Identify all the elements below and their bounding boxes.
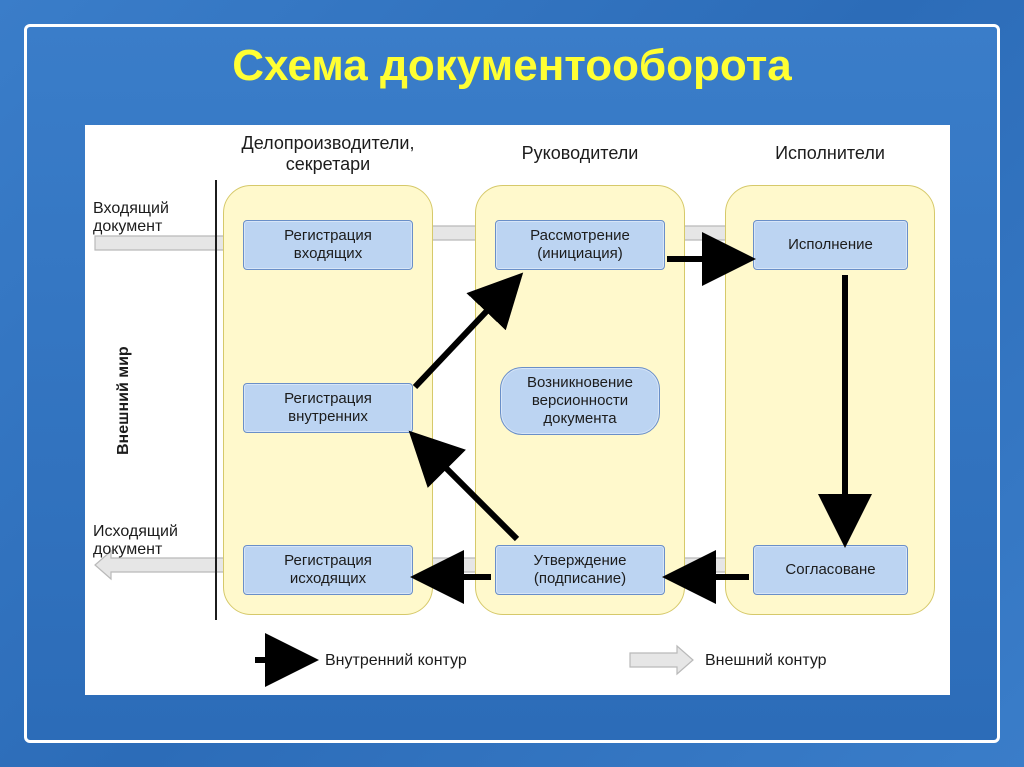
slide-frame: Схема документооборота Делопроизводители…: [24, 24, 1000, 743]
slide-title: Схема документооборота: [27, 41, 997, 91]
legend-inner-label: Внутренний контур: [325, 652, 467, 670]
legend-layer: [85, 125, 950, 695]
slide: Схема документооборота Делопроизводители…: [0, 0, 1024, 767]
flowchart-diagram: Делопроизводители, секретари Руководител…: [85, 125, 950, 695]
legend-outer-label: Внешний контур: [705, 652, 827, 670]
